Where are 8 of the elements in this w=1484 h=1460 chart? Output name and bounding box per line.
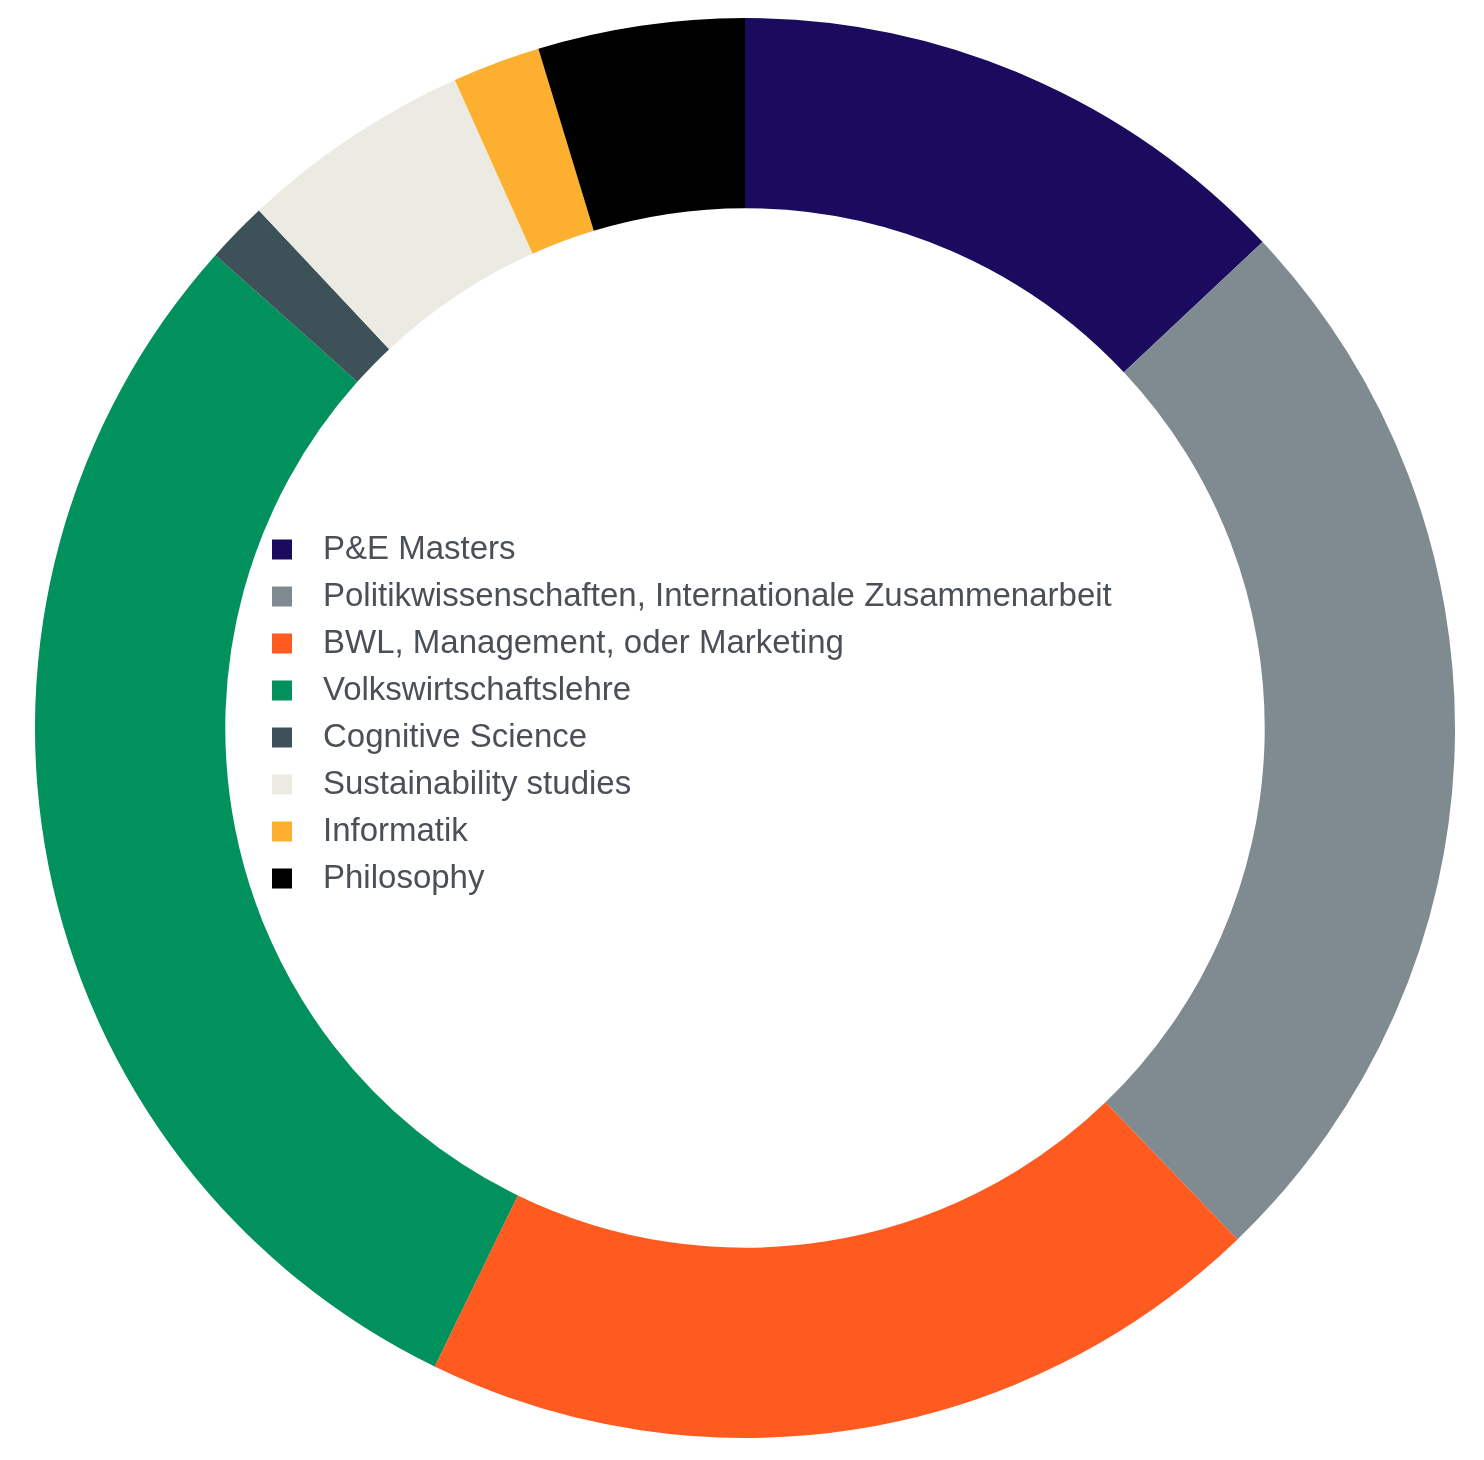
legend-label: P&E Masters [323,528,516,566]
legend-label: Politikwissenschaften, Internationale Zusammenarbeit [323,575,1112,613]
legend-label: Sustainability studies [323,763,632,801]
legend-label: Philosophy [323,857,485,895]
legend-label: Volkswirtschaftslehre [323,669,632,707]
legend-label: Informatik [323,810,469,848]
legend-label: BWL, Management, oder Marketing [323,622,844,660]
legend-label: Cognitive Science [323,716,588,754]
